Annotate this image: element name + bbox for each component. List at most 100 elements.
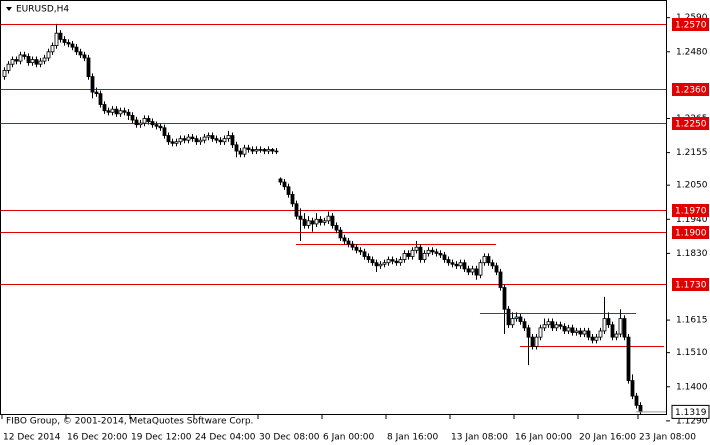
y-tick-label: 1.1510: [676, 348, 708, 358]
candle-body: [70, 43, 75, 48]
level-label: 1.1970: [675, 207, 707, 217]
candle-body: [518, 316, 523, 323]
candle-body: [74, 46, 79, 53]
candle-body: [638, 404, 643, 413]
candle-body: [482, 256, 487, 264]
candle-body: [290, 194, 295, 205]
candle-body: [366, 256, 371, 261]
candle-body: [134, 119, 139, 126]
candle-body: [98, 93, 103, 105]
candle-body: [18, 54, 23, 62]
candle-body: [218, 139, 223, 143]
candle-body: [526, 327, 531, 338]
x-tick-label: 19 Dec 12:00: [131, 433, 192, 443]
candle-body: [314, 218, 319, 225]
candle-body: [374, 262, 379, 267]
candle-body: [262, 149, 267, 152]
candle-body: [154, 124, 159, 127]
candle-body: [106, 110, 111, 113]
candle-body: [266, 149, 271, 152]
x-tick-label: 6 Jan 00:00: [323, 433, 375, 443]
candle-body: [598, 330, 603, 338]
candle-body: [442, 254, 447, 261]
candle-body: [222, 138, 227, 143]
candle-body: [230, 135, 235, 146]
candle-body: [330, 215, 335, 226]
candle-body: [338, 229, 343, 239]
candle-body: [594, 336, 599, 341]
candle-body: [202, 136, 207, 141]
candle-body: [406, 253, 411, 257]
candle-body: [194, 138, 199, 143]
x-tick-label: 13 Jan 08:00: [451, 433, 508, 443]
candle-body: [606, 318, 611, 326]
candle-body: [570, 327, 575, 333]
candle-body: [278, 178, 283, 183]
candle-body: [50, 45, 55, 53]
candle-body: [130, 114, 135, 121]
candle-body: [622, 318, 627, 338]
candle-body: [206, 135, 211, 138]
candle-body: [102, 104, 107, 112]
level-tag: [672, 117, 709, 130]
candle-body: [234, 144, 239, 152]
candle-body: [470, 268, 475, 273]
y-tick-label: 1.1830: [676, 249, 708, 259]
candle-body: [590, 336, 595, 341]
candle-body: [34, 59, 39, 65]
candle-body: [462, 262, 467, 270]
candle-body: [294, 203, 299, 217]
candle-body: [342, 237, 347, 242]
menu-arrow[interactable]: [6, 7, 12, 11]
candle-body: [450, 262, 455, 265]
candle-body: [546, 321, 551, 326]
candle-body: [414, 246, 419, 251]
candle-body: [434, 251, 439, 254]
candle-body: [510, 318, 515, 326]
candle-body: [250, 149, 255, 152]
x-tick-label: 30 Dec 08:00: [259, 433, 320, 443]
candle-body: [610, 324, 615, 338]
level-tag: [672, 83, 709, 96]
x-tick-label: 12 Dec 2014: [3, 433, 61, 443]
candle-body: [190, 136, 195, 140]
candle-body: [86, 57, 91, 78]
level-label: 1.2250: [675, 120, 707, 130]
x-tick-label: 16 Dec 20:00: [67, 433, 128, 443]
y-tick-label: 1.1400: [676, 382, 708, 392]
candle-body: [478, 262, 483, 276]
candle-body: [318, 218, 323, 223]
candle-body: [618, 318, 623, 335]
candle-body: [42, 57, 47, 62]
candle-body: [2, 70, 7, 78]
candle-body: [574, 330, 579, 333]
candle-body: [170, 141, 175, 144]
candle-body: [22, 54, 27, 57]
candle-body: [118, 110, 123, 115]
x-tick-label: 23 Jan 08:00: [639, 433, 696, 443]
candle-body: [538, 327, 543, 338]
candle-body: [494, 265, 499, 273]
candle-body: [270, 149, 275, 152]
candle-body: [530, 336, 535, 347]
candle-body: [90, 76, 95, 93]
candle-body: [138, 122, 143, 126]
level-tag: [672, 18, 709, 31]
candle-body: [254, 149, 259, 152]
candle-body: [550, 321, 555, 329]
candle-body: [422, 253, 427, 261]
candle-body: [150, 121, 155, 126]
candle-body: [10, 59, 15, 65]
candle-body: [54, 32, 59, 46]
candle-body: [158, 125, 163, 129]
candle-body: [410, 249, 415, 257]
candle-body: [114, 108, 119, 115]
candle-body: [502, 287, 507, 310]
candle-body: [506, 308, 511, 326]
candle-body: [186, 136, 191, 141]
level-label: 1.1900: [675, 229, 707, 239]
candle-body: [58, 32, 63, 40]
candle-body: [390, 259, 395, 262]
y-tick-label: 1.2050: [676, 181, 708, 191]
candle-body: [514, 316, 519, 319]
